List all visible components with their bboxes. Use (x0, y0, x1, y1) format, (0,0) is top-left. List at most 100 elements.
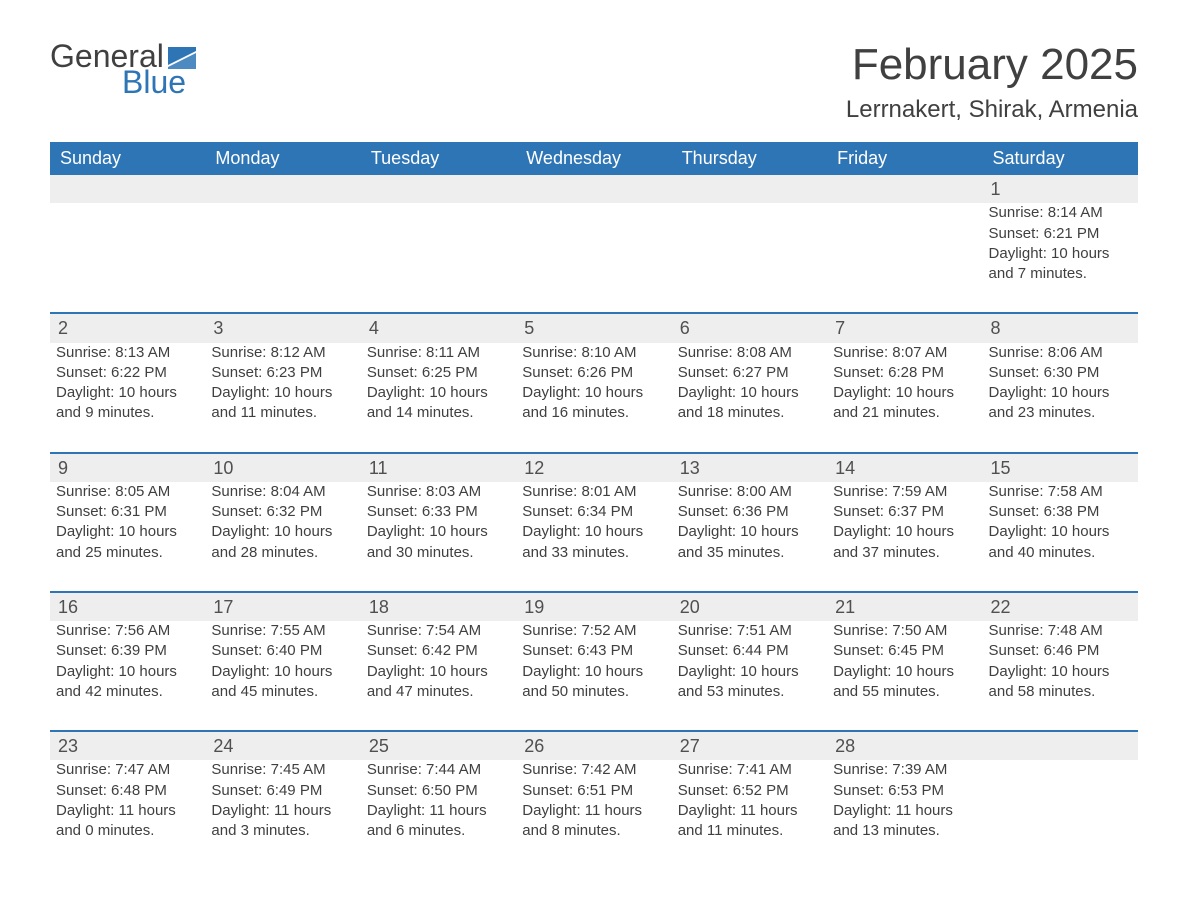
daynum-row: 232425262728 (50, 731, 1138, 760)
day-number-cell: 3 (205, 313, 360, 342)
logo: General Blue (50, 40, 196, 98)
day-data-cell: Sunrise: 7:41 AMSunset: 6:52 PMDaylight:… (672, 760, 827, 869)
sunrise-text: Sunrise: 7:52 AM (522, 621, 665, 641)
day-data-cell: Sunrise: 8:12 AMSunset: 6:23 PMDaylight:… (205, 343, 360, 453)
sunset-text: Sunset: 6:28 PM (833, 363, 976, 383)
day-data-cell: Sunrise: 8:03 AMSunset: 6:33 PMDaylight:… (361, 482, 516, 592)
sunrise-text: Sunrise: 8:10 AM (522, 343, 665, 363)
daynum-row: 9101112131415 (50, 453, 1138, 482)
sunset-text: Sunset: 6:27 PM (678, 363, 821, 383)
day-data-cell: Sunrise: 8:11 AMSunset: 6:25 PMDaylight:… (361, 343, 516, 453)
day-number-cell (50, 175, 205, 203)
daylight-text: Daylight: 10 hours and 14 minutes. (367, 383, 510, 424)
day-number-cell: 12 (516, 453, 671, 482)
day-data-cell: Sunrise: 7:55 AMSunset: 6:40 PMDaylight:… (205, 621, 360, 731)
day-data-cell: Sunrise: 8:08 AMSunset: 6:27 PMDaylight:… (672, 343, 827, 453)
day-number-cell: 14 (827, 453, 982, 482)
sunset-text: Sunset: 6:36 PM (678, 502, 821, 522)
sunset-text: Sunset: 6:38 PM (989, 502, 1132, 522)
sunrise-text: Sunrise: 7:42 AM (522, 760, 665, 780)
day-number-cell (205, 175, 360, 203)
sunrise-text: Sunrise: 7:54 AM (367, 621, 510, 641)
daylight-text: Daylight: 10 hours and 25 minutes. (56, 522, 199, 563)
day-number-cell: 16 (50, 592, 205, 621)
day-data-cell: Sunrise: 7:59 AMSunset: 6:37 PMDaylight:… (827, 482, 982, 592)
day-data-cell (672, 203, 827, 313)
sunrise-text: Sunrise: 8:08 AM (678, 343, 821, 363)
daynum-row: 16171819202122 (50, 592, 1138, 621)
day-number-cell: 23 (50, 731, 205, 760)
sunset-text: Sunset: 6:30 PM (989, 363, 1132, 383)
daylight-text: Daylight: 11 hours and 8 minutes. (522, 801, 665, 842)
day-data-cell: Sunrise: 7:48 AMSunset: 6:46 PMDaylight:… (983, 621, 1138, 731)
daylight-text: Daylight: 10 hours and 40 minutes. (989, 522, 1132, 563)
page-title: February 2025 (846, 40, 1138, 90)
sunset-text: Sunset: 6:49 PM (211, 781, 354, 801)
day-data-cell: Sunrise: 8:05 AMSunset: 6:31 PMDaylight:… (50, 482, 205, 592)
sunrise-text: Sunrise: 7:41 AM (678, 760, 821, 780)
day-number-cell: 5 (516, 313, 671, 342)
day-data-cell: Sunrise: 8:04 AMSunset: 6:32 PMDaylight:… (205, 482, 360, 592)
day-data-cell: Sunrise: 8:01 AMSunset: 6:34 PMDaylight:… (516, 482, 671, 592)
daylight-text: Daylight: 10 hours and 30 minutes. (367, 522, 510, 563)
day-number-cell (361, 175, 516, 203)
day-number-cell (827, 175, 982, 203)
day-header: Monday (205, 142, 360, 175)
sunset-text: Sunset: 6:25 PM (367, 363, 510, 383)
sunset-text: Sunset: 6:33 PM (367, 502, 510, 522)
daylight-text: Daylight: 10 hours and 9 minutes. (56, 383, 199, 424)
daylight-text: Daylight: 10 hours and 16 minutes. (522, 383, 665, 424)
sunrise-text: Sunrise: 7:50 AM (833, 621, 976, 641)
sunset-text: Sunset: 6:23 PM (211, 363, 354, 383)
daylight-text: Daylight: 10 hours and 55 minutes. (833, 662, 976, 703)
day-number-cell: 26 (516, 731, 671, 760)
day-data-cell: Sunrise: 7:42 AMSunset: 6:51 PMDaylight:… (516, 760, 671, 869)
day-number-cell: 10 (205, 453, 360, 482)
day-data-cell: Sunrise: 8:06 AMSunset: 6:30 PMDaylight:… (983, 343, 1138, 453)
daylight-text: Daylight: 11 hours and 6 minutes. (367, 801, 510, 842)
day-data-cell (50, 203, 205, 313)
day-number-cell: 17 (205, 592, 360, 621)
sunrise-text: Sunrise: 7:39 AM (833, 760, 976, 780)
sunrise-text: Sunrise: 8:04 AM (211, 482, 354, 502)
sunset-text: Sunset: 6:32 PM (211, 502, 354, 522)
sunrise-text: Sunrise: 7:56 AM (56, 621, 199, 641)
daylight-text: Daylight: 11 hours and 3 minutes. (211, 801, 354, 842)
day-number-cell: 11 (361, 453, 516, 482)
daylight-text: Daylight: 11 hours and 0 minutes. (56, 801, 199, 842)
sunset-text: Sunset: 6:53 PM (833, 781, 976, 801)
day-header: Friday (827, 142, 982, 175)
sunset-text: Sunset: 6:26 PM (522, 363, 665, 383)
sunset-text: Sunset: 6:39 PM (56, 641, 199, 661)
daylight-text: Daylight: 10 hours and 11 minutes. (211, 383, 354, 424)
day-number-cell: 4 (361, 313, 516, 342)
sunrise-text: Sunrise: 8:11 AM (367, 343, 510, 363)
day-data-cell (983, 760, 1138, 869)
header: General Blue February 2025 Lerrnakert, S… (50, 40, 1138, 124)
day-number-cell (516, 175, 671, 203)
day-number-cell: 28 (827, 731, 982, 760)
day-number-cell: 8 (983, 313, 1138, 342)
flag-icon (168, 47, 196, 69)
daylight-text: Daylight: 11 hours and 11 minutes. (678, 801, 821, 842)
daynum-row: 1 (50, 175, 1138, 203)
day-header: Saturday (983, 142, 1138, 175)
day-data-cell: Sunrise: 8:13 AMSunset: 6:22 PMDaylight:… (50, 343, 205, 453)
sunset-text: Sunset: 6:31 PM (56, 502, 199, 522)
day-data-cell: Sunrise: 7:44 AMSunset: 6:50 PMDaylight:… (361, 760, 516, 869)
sunrise-text: Sunrise: 7:45 AM (211, 760, 354, 780)
day-number-cell: 27 (672, 731, 827, 760)
daylight-text: Daylight: 10 hours and 37 minutes. (833, 522, 976, 563)
day-number-cell: 25 (361, 731, 516, 760)
day-data-cell: Sunrise: 7:47 AMSunset: 6:48 PMDaylight:… (50, 760, 205, 869)
day-number-cell: 7 (827, 313, 982, 342)
daylight-text: Daylight: 10 hours and 53 minutes. (678, 662, 821, 703)
day-data-cell: Sunrise: 7:39 AMSunset: 6:53 PMDaylight:… (827, 760, 982, 869)
day-number-cell: 1 (983, 175, 1138, 203)
daylight-text: Daylight: 10 hours and 7 minutes. (989, 244, 1132, 285)
sunrise-text: Sunrise: 8:14 AM (989, 203, 1132, 223)
day-number-cell: 9 (50, 453, 205, 482)
day-header: Tuesday (361, 142, 516, 175)
daylight-text: Daylight: 10 hours and 45 minutes. (211, 662, 354, 703)
day-number-cell: 19 (516, 592, 671, 621)
